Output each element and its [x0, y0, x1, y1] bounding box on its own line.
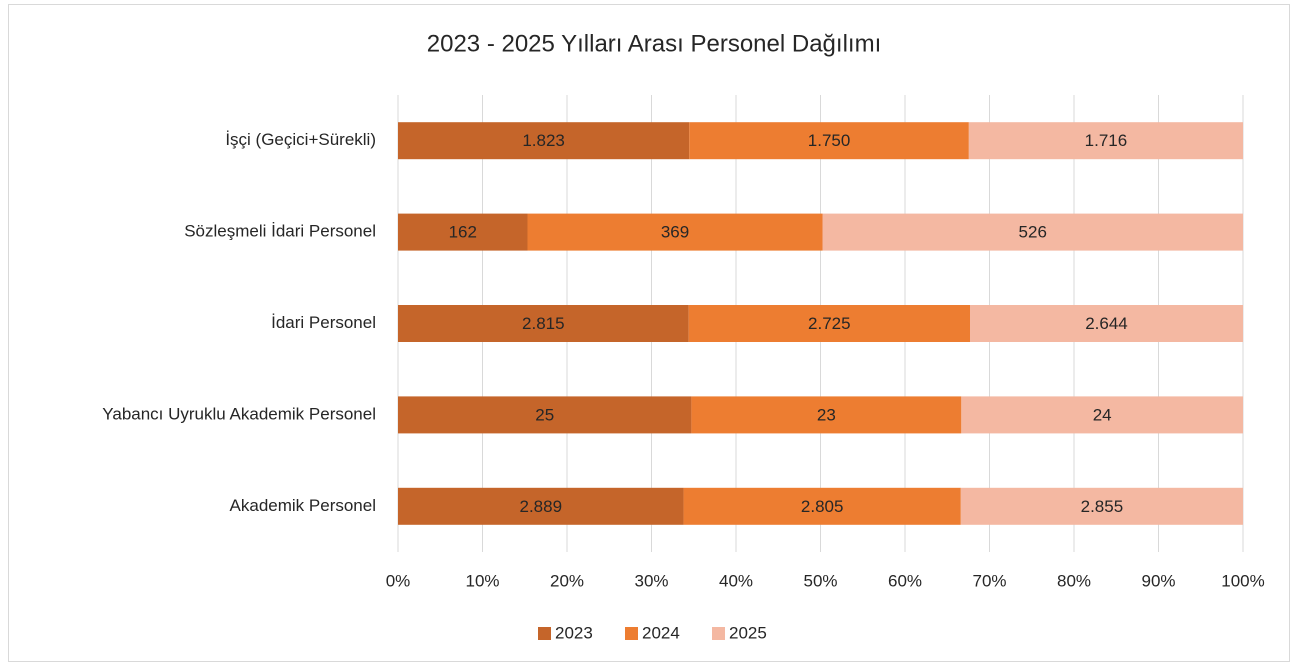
x-tick-label: 80%	[1057, 571, 1091, 590]
data-label: 2.889	[520, 497, 563, 516]
bar-segment	[688, 305, 971, 342]
data-label: 25	[535, 405, 554, 424]
x-tick-label: 10%	[465, 571, 499, 590]
data-label: 1.750	[808, 131, 851, 150]
bar-segment	[527, 213, 823, 251]
y-tick-label: Akademik Personel	[230, 496, 376, 515]
legend-swatch	[712, 627, 725, 640]
x-tick-label: 0%	[386, 571, 411, 590]
bar-segment	[398, 305, 689, 342]
data-label: 2.725	[808, 314, 851, 333]
x-tick-label: 20%	[550, 571, 584, 590]
bar-segment	[683, 487, 961, 525]
y-tick-label: İşçi (Geçici+Sürekli)	[225, 130, 376, 149]
legend-label: 2024	[642, 623, 680, 642]
legend-label: 2023	[555, 623, 593, 642]
y-tick-label: Sözleşmeli İdari Personel	[184, 222, 376, 241]
data-label: 23	[817, 405, 836, 424]
bar-segment	[970, 305, 1243, 342]
data-label: 1.823	[522, 131, 565, 150]
data-label: 24	[1093, 405, 1112, 424]
x-tick-label: 100%	[1221, 571, 1264, 590]
y-tick-label: Yabancı Uyruklu Akademik Personel	[102, 404, 376, 423]
bar-segment	[689, 122, 969, 160]
data-label: 369	[661, 223, 689, 242]
data-label: 2.644	[1085, 314, 1128, 333]
legend-label: 2025	[729, 623, 767, 642]
bar-segment	[398, 396, 692, 434]
bar-segment	[691, 396, 962, 434]
bar-segment	[398, 213, 528, 251]
x-tick-label: 50%	[803, 571, 837, 590]
legend-swatch	[538, 627, 551, 640]
bar-segment	[961, 396, 1243, 434]
data-label: 1.716	[1085, 131, 1128, 150]
bar-segment	[822, 213, 1243, 251]
data-label: 2.805	[801, 497, 844, 516]
legend-swatch	[625, 627, 638, 640]
x-tick-label: 70%	[972, 571, 1006, 590]
data-label: 2.855	[1081, 497, 1124, 516]
bar-segment	[398, 487, 684, 525]
data-label: 526	[1019, 223, 1047, 242]
data-label: 162	[449, 223, 477, 242]
bar-segment	[960, 487, 1243, 525]
data-label: 2.815	[522, 314, 565, 333]
x-tick-label: 30%	[634, 571, 668, 590]
chart-title: 2023 - 2025 Yılları Arası Personel Dağıl…	[427, 30, 881, 57]
bar-segment	[968, 122, 1243, 160]
x-tick-label: 90%	[1141, 571, 1175, 590]
bar-segment	[398, 122, 690, 160]
x-tick-label: 60%	[888, 571, 922, 590]
y-tick-label: İdari Personel	[271, 313, 376, 332]
x-tick-label: 40%	[719, 571, 753, 590]
